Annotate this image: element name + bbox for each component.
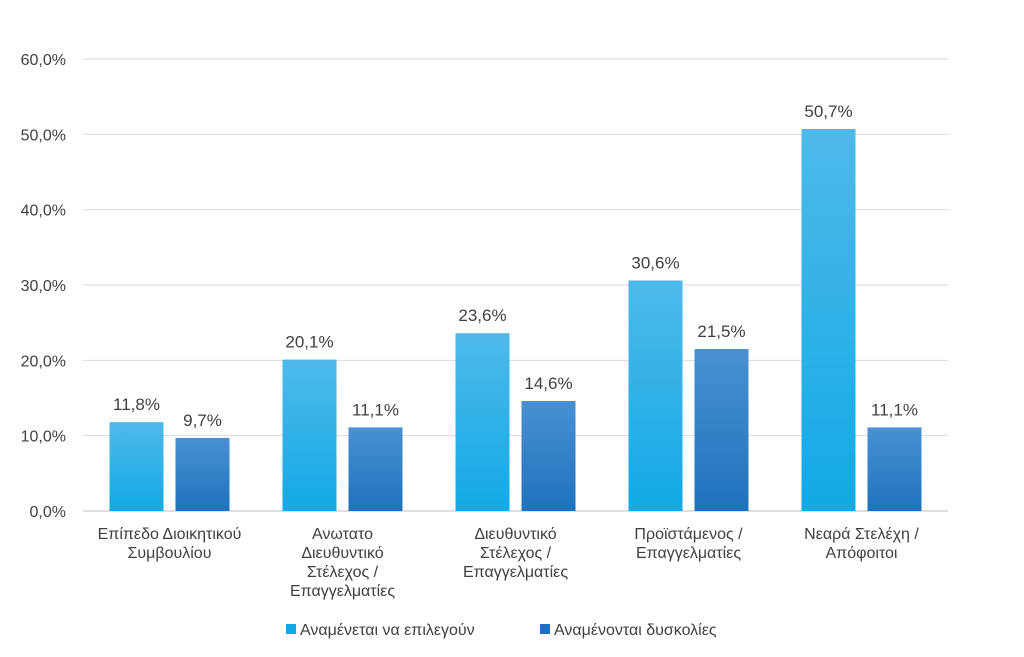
x-category-label: Νεαρά Στελέχη / Απόφοιτοι (804, 526, 919, 562)
y-tick-label: 0,0% (30, 504, 66, 521)
y-tick-label: 60,0% (21, 52, 66, 69)
data-label: 11,1% (352, 400, 399, 419)
bar-series-2-cat-1 (175, 437, 230, 511)
y-tick-label: 30,0% (21, 278, 66, 295)
y-axis-tick-labels: 0,0% 10,0% 20,0% 30,0% 40,0% 50,0% 60,0% (21, 52, 66, 521)
bar-series-1-cat-3 (455, 333, 510, 511)
data-label: 30,6% (631, 253, 679, 272)
legend-label-2: Αναμένονται δυσκολίες (554, 622, 717, 639)
data-label: 9,7% (183, 411, 222, 430)
y-tick-label: 10,0% (21, 429, 66, 446)
gridlines (83, 58, 948, 512)
bar-series-2-cat-4 (694, 349, 749, 511)
data-label: 50,7% (804, 102, 852, 121)
y-tick-label: 50,0% (21, 127, 66, 144)
legend-swatch-2 (540, 624, 550, 634)
bar-series-2-cat-2 (348, 427, 403, 511)
bar-series-1-cat-1 (109, 422, 164, 511)
bar-series-1-cat-4 (628, 280, 683, 511)
x-axis-category-labels: Επίπεδο Διοικητικού Συμβουλίου Ανωτατο Διευ… (98, 526, 920, 600)
x-category-label: Επίπεδο Διοικητικού Συμβουλίου (98, 526, 242, 562)
legend-label-1: Αναμένεται να επιλεγούν (300, 622, 475, 639)
bar-series-2-cat-5 (867, 427, 922, 511)
data-labels: 11,8% 20,1% 23,6% 30,6% 50,7% 9,7% 11,1% 14,6% 2… (113, 102, 918, 430)
y-tick-label: 40,0% (21, 203, 66, 220)
legend: Αναμένεται να επιλεγούν Αναμένονται δυσκο… (286, 622, 717, 639)
data-label: 21,5% (697, 322, 745, 341)
data-label: 11,8% (113, 395, 160, 414)
bar-series-1-cat-5 (801, 129, 856, 511)
bar-series-2-cat-3 (521, 401, 576, 511)
y-tick-label: 20,0% (21, 353, 66, 370)
data-label: 14,6% (524, 374, 572, 393)
data-label: 11,1% (871, 400, 918, 419)
x-category-label: Προϊστάμενος / Επαγγελματίες (634, 526, 743, 562)
bars (109, 129, 922, 511)
data-label: 23,6% (458, 306, 506, 325)
bar-series-1-cat-2 (282, 359, 337, 511)
legend-swatch-1 (286, 624, 296, 634)
x-category-label: Διευθυντικό Στέλεχος / Επαγγελματίες (463, 526, 568, 581)
data-label: 20,1% (285, 333, 333, 352)
x-category-label: Ανωτατο Διευθυντικό Στέλεχος / Επαγγελματίε… (290, 526, 395, 600)
